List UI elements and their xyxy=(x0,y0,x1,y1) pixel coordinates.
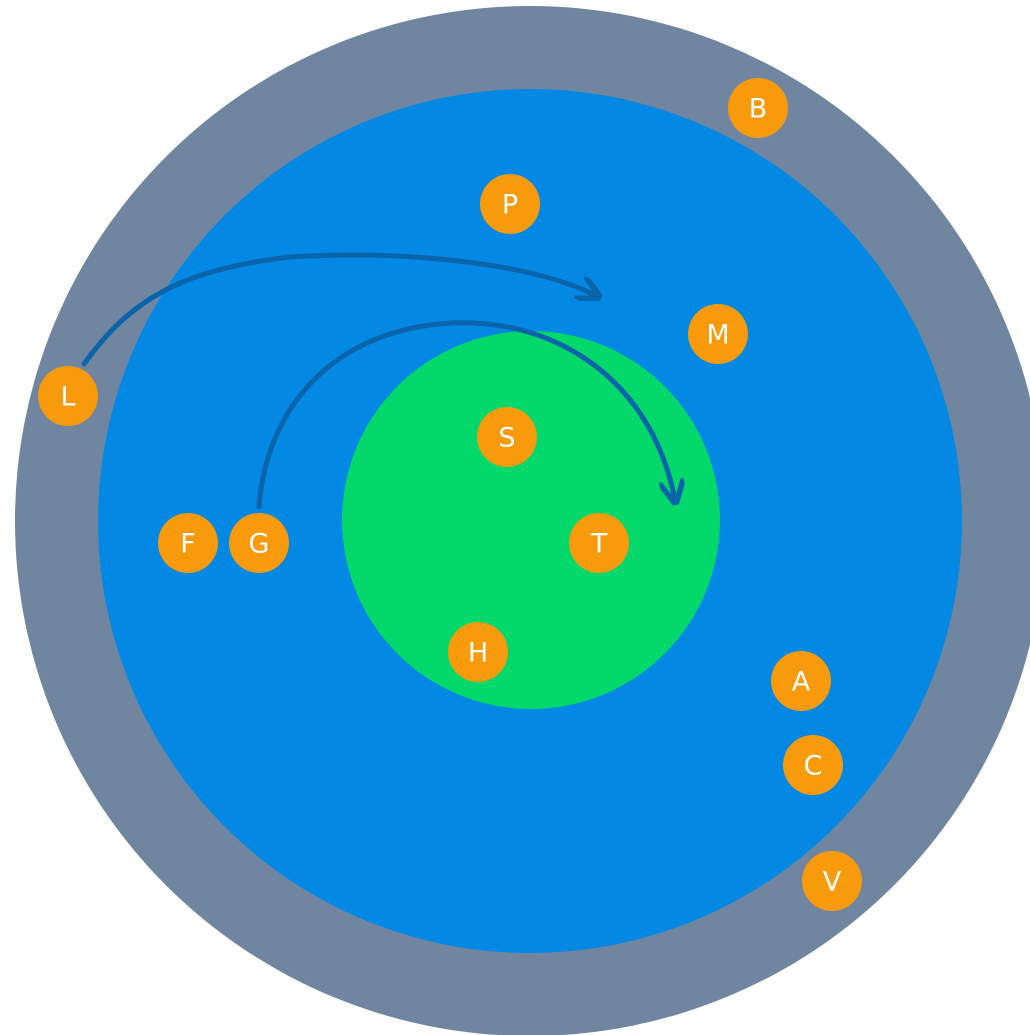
node-c-circle xyxy=(783,735,843,795)
inner-disc xyxy=(342,331,720,709)
node-h-label: H xyxy=(468,638,488,669)
node-v-label: V xyxy=(823,867,842,898)
nodes-layer: B P M L S F G T H A C V xyxy=(38,78,862,911)
arrow-from-G xyxy=(256,320,675,510)
node-g-label: G xyxy=(249,529,270,560)
node-v: V xyxy=(802,851,862,911)
node-l-label: L xyxy=(60,382,75,413)
node-l: L xyxy=(38,366,98,426)
arrow-from-L xyxy=(81,252,597,367)
node-h-circle xyxy=(448,622,508,682)
node-s: S xyxy=(477,407,537,467)
node-t-label: T xyxy=(590,529,608,560)
node-s-circle xyxy=(477,407,537,467)
node-b-circle xyxy=(728,78,788,138)
node-g: G xyxy=(229,513,289,573)
node-t-circle xyxy=(569,513,629,573)
node-p-circle xyxy=(480,174,540,234)
node-m: M xyxy=(688,304,748,364)
node-p-label: P xyxy=(502,190,518,221)
node-m-circle xyxy=(688,304,748,364)
node-l-circle xyxy=(38,366,98,426)
node-s-label: S xyxy=(498,423,515,454)
node-f: F xyxy=(158,513,218,573)
node-a-circle xyxy=(771,651,831,711)
node-m-label: M xyxy=(706,320,729,351)
node-c-label: C xyxy=(804,751,823,782)
node-t: T xyxy=(569,513,629,573)
node-a: A xyxy=(771,651,831,711)
node-h: H xyxy=(448,622,508,682)
node-g-circle xyxy=(229,513,289,573)
node-c: C xyxy=(783,735,843,795)
node-v-circle xyxy=(802,851,862,911)
node-a-label: A xyxy=(792,667,811,698)
node-f-circle xyxy=(158,513,218,573)
node-f-label: F xyxy=(180,529,196,560)
node-p: P xyxy=(480,174,540,234)
node-b-label: B xyxy=(749,94,768,125)
node-b: B xyxy=(728,78,788,138)
